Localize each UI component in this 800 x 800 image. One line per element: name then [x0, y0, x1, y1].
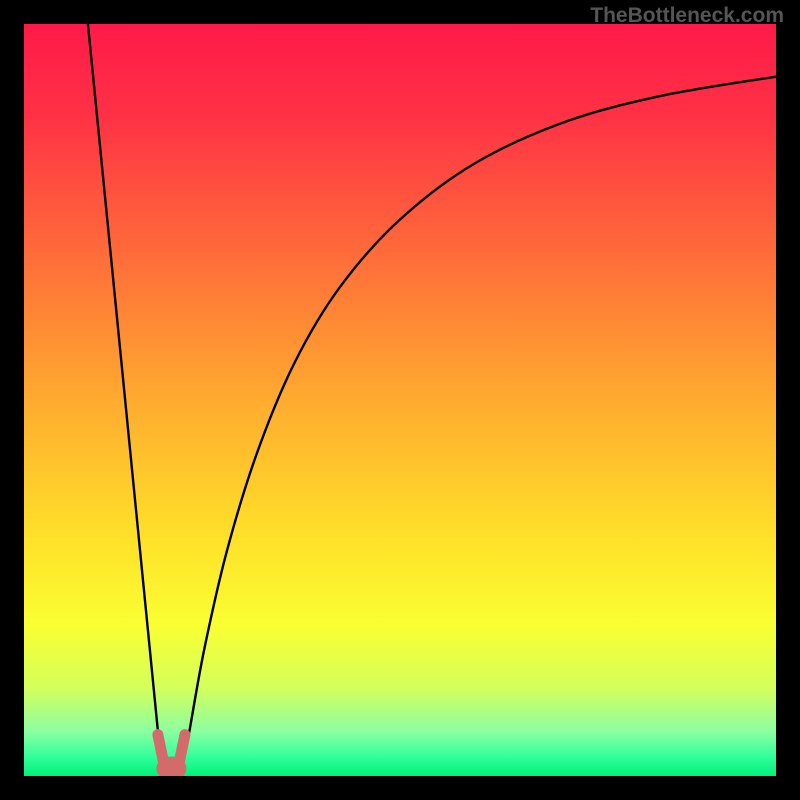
chart-background: [24, 24, 776, 776]
chart-svg: [24, 24, 776, 776]
watermark-text: TheBottleneck.com: [590, 4, 784, 28]
chart-plot-area: [24, 24, 776, 776]
